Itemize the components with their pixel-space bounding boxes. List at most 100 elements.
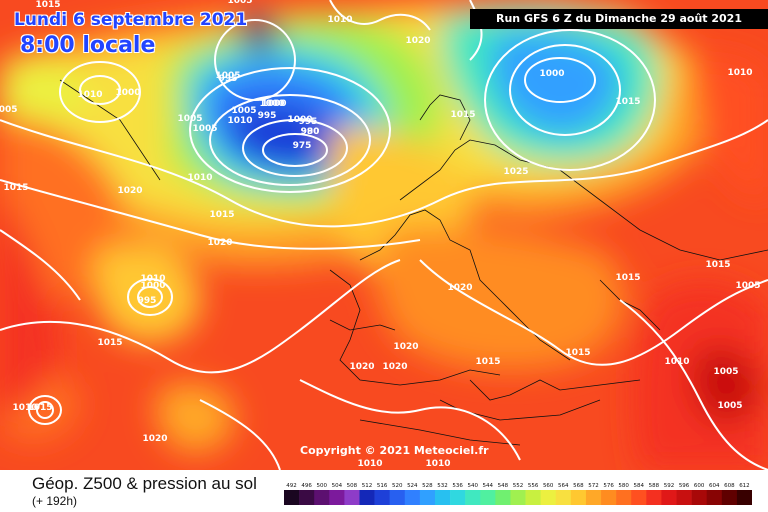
scale-swatch [359,490,375,505]
pressure-label: 1015 [475,357,500,367]
pressure-label: 1010 [227,116,252,126]
valid-date: Lundi 6 septembre 2021 [14,10,248,30]
pressure-label: 1015 [3,183,28,193]
pressure-label: 1025 [503,167,528,177]
pressure-label: 1000 [261,99,286,109]
scale-tick-label: 540 [467,483,478,489]
scale-tick-label: 580 [618,483,629,489]
pressure-label: 995 [258,111,277,121]
pressure-label: 975 [293,141,312,151]
scale-tick-label: 516 [377,483,388,489]
pressure-label: 1000 [140,281,165,291]
pressure-label: 1020 [142,434,167,444]
run-info: Run GFS 6 Z du Dimanche 29 août 2021 [470,9,768,29]
scale-tick-label: 596 [679,483,690,489]
pressure-label: 1005 [735,281,760,291]
scale-swatch [525,490,541,505]
pressure-label: 1005 [713,367,738,377]
scale-tick-label: 592 [664,483,675,489]
pressure-label: 1010 [664,357,689,367]
pressure-label: 980 [301,127,320,137]
scale-swatch [299,490,315,505]
landmass-outlines [59,79,768,446]
pressure-label: 990 [301,127,320,137]
pressure-label: 1000 [287,115,312,125]
geopotential-field [0,0,768,470]
scale-swatch [555,490,572,505]
scale-tick-label: 588 [649,483,660,489]
pressure-label: 1015 [27,403,52,413]
scale-tick-label: 532 [437,483,448,489]
scale-swatch [631,490,647,505]
forecast-range: (+ 192h) [32,494,78,508]
scale-tick-label: 524 [407,483,418,489]
scale-tick-label: 576 [603,483,614,489]
scale-tick-label: 492 [286,483,297,489]
scale-swatch [706,490,723,505]
scale-swatch [404,490,421,505]
pressure-label: 1020 [382,362,407,372]
pressure-label: 1020 [393,342,418,352]
pressure-label: 1005 [227,0,252,6]
scale-swatch [344,490,360,505]
pressure-label: 1005 [717,401,742,411]
pressure-label: 1010 [727,68,752,78]
pressure-label: 1000 [259,99,284,109]
pressure-label: 1020 [207,238,232,248]
scale-swatch [329,490,345,505]
pressure-label: 1020 [349,362,374,372]
scale-swatch [691,490,708,505]
pressure-label: 1005 [0,105,18,115]
scale-tick-label: 528 [422,483,433,489]
scale-tick-label: 604 [709,483,720,489]
pressure-label: 1000 [539,69,564,79]
pressure-label: 1010 [327,15,352,25]
scale-swatch [540,490,557,505]
scale-tick-label: 520 [392,483,403,489]
scale-tick-label: 608 [724,483,735,489]
pressure-label: 1015 [209,210,234,220]
pressure-label: 1005 [231,106,256,116]
scale-tick-label: 612 [739,483,750,489]
isobars [0,0,768,470]
pressure-label: 1015 [97,338,122,348]
scale-tick-label: 564 [558,483,569,489]
scale-swatch [676,490,692,505]
pressure-label: 1015 [35,0,60,10]
scale-swatch [450,490,466,505]
pressure-label: 1010 [425,459,450,469]
scale-tick-label: 584 [634,483,645,489]
pressure-label: 1005 [215,71,240,81]
scale-swatch [510,490,526,505]
scale-swatch [616,490,632,505]
pressure-label: 1010 [357,459,382,469]
pressure-label: 1020 [405,36,430,46]
color-scale: 492 496 500 504 508 512 516 520 524 528 532 536 540 5… [284,483,752,505]
pressure-label: 1010 [77,90,102,100]
scale-tick-label: 544 [483,483,494,489]
scale-swatch [374,490,390,505]
pressure-label: 995 [138,296,157,306]
scale-swatch [465,490,481,505]
scale-tick-label: 536 [452,483,463,489]
pressure-label: 1005 [177,114,202,124]
scale-tick-label: 600 [694,483,705,489]
scale-swatch [736,490,752,505]
product-title: Géop. Z500 & pression au sol [32,474,257,493]
scale-tick-label: 560 [543,483,554,489]
pressure-label: 995 [299,117,318,127]
scale-tick-label: 504 [332,483,343,489]
scale-swatch [495,490,511,505]
scale-tick-label: 500 [316,483,327,489]
pressure-label: 1010 [140,274,165,284]
scale-swatch [570,490,587,505]
scale-swatch [585,490,602,505]
scale-swatch [434,490,451,505]
scale-swatch [284,490,300,505]
pressure-label: 1010 [12,403,37,413]
scale-swatch [314,490,330,505]
scale-swatch [721,490,738,505]
pressure-label: 1000 [115,88,140,98]
pressure-label: 995 [219,74,238,84]
